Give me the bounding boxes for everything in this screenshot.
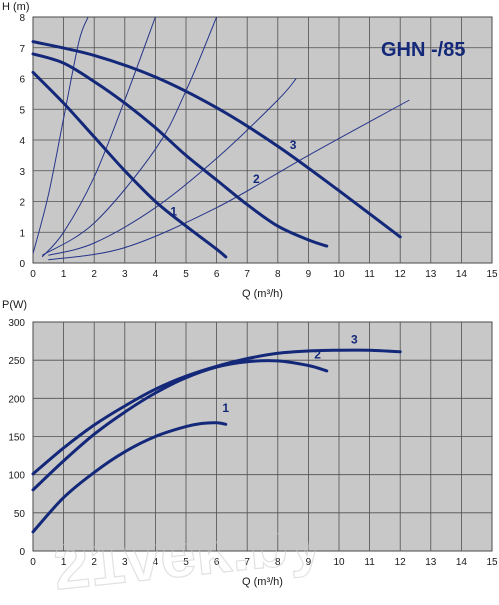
p-y-tick-label: 100 [8,471,25,482]
p-curve-label: 1 [222,401,229,415]
p-x-tick-label: 13 [425,557,437,568]
p-y-tick-label: 200 [8,394,25,405]
h-y-tick-label: 3 [19,167,25,178]
h-x-tick-label: 7 [244,269,250,280]
h-y-tick-label: 0 [19,259,25,270]
h-x-tick-label: 0 [30,269,36,280]
h-x-tick-label: 6 [214,269,220,280]
p-y-tick-label: 300 [8,318,25,329]
h-x-tick-label: 13 [425,269,437,280]
power-chart: 0 1 2 3 4 5 6 7 8 9 10 11 12 13 14 15050100150200250300… [2,299,498,588]
h-x-tick-label: 2 [91,269,97,280]
h-x-tick-label: 10 [333,269,345,280]
p-x-tick-label: 12 [395,557,407,568]
h-system-curve [41,17,156,258]
h-curve-label: 2 [253,172,260,186]
h-x-tick-label: 15 [486,269,498,280]
h-y-axis-label: H (m) [2,1,30,13]
h-y-tick-label: 8 [19,13,25,24]
h-x-tick-label: 14 [456,269,468,280]
p-y-tick-label: 50 [14,509,26,520]
p-x-tick-label: 1 [61,557,67,568]
p-curve-label: 3 [351,332,358,346]
model-badge: GHN -/85 [381,39,465,61]
h-x-tick-label: 4 [153,269,159,280]
p-x-tick-label: 4 [153,557,159,568]
h-y-tick-label: 7 [19,44,25,55]
h-series-3-curve [31,40,402,239]
p-x-tick-label: 0 [30,557,36,568]
h-series-1-curve [31,70,228,259]
p-curve-label: 2 [314,348,321,362]
p-series-3-curve [31,348,402,476]
h-series-2-curve [31,52,329,248]
p-x-tick-label: 2 [91,557,97,568]
h-x-tick-label: 1 [61,269,67,280]
p-x-tick-label: 5 [183,557,189,568]
h-x-tick-label: 8 [275,269,281,280]
p-x-axis-label: Q (m³/h) [242,576,283,588]
p-x-tick-label: 10 [333,557,345,568]
h-x-tick-label: 9 [306,269,312,280]
h-y-tick-label: 1 [19,228,25,239]
h-system-curve [41,17,218,256]
p-x-tick-label: 6 [214,557,220,568]
h-curve-label: 3 [290,138,297,152]
p-y-tick-label: 250 [8,356,25,367]
p-y-tick-label: 150 [8,433,25,444]
h-curve-label: 1 [170,204,177,218]
h-x-tick-label: 11 [364,269,375,280]
h-x-tick-label: 12 [395,269,407,280]
p-y-axis-label: P(W) [2,299,27,311]
h-x-tick-label: 5 [183,269,189,280]
p-series-1-curve [31,421,228,534]
p-x-tick-label: 9 [306,557,312,568]
p-x-tick-label: 7 [244,557,250,568]
h-x-axis-label: Q (m³/h) [242,288,283,300]
h-y-tick-label: 4 [19,136,25,147]
h-system-curve [48,78,297,256]
h-system-curve [33,17,89,254]
p-x-tick-label: 8 [275,557,281,568]
h-y-tick-label: 5 [19,105,25,116]
p-y-tick-label: 0 [19,547,25,558]
p-x-tick-label: 11 [364,557,375,568]
h-x-tick-label: 3 [122,269,128,280]
p-x-tick-label: 15 [486,557,498,568]
p-x-tick-label: 14 [456,557,468,568]
h-y-tick-label: 2 [19,198,25,209]
h-y-tick-label: 6 [19,75,25,86]
h-system-curve [48,99,410,261]
p-x-tick-label: 3 [122,557,128,568]
